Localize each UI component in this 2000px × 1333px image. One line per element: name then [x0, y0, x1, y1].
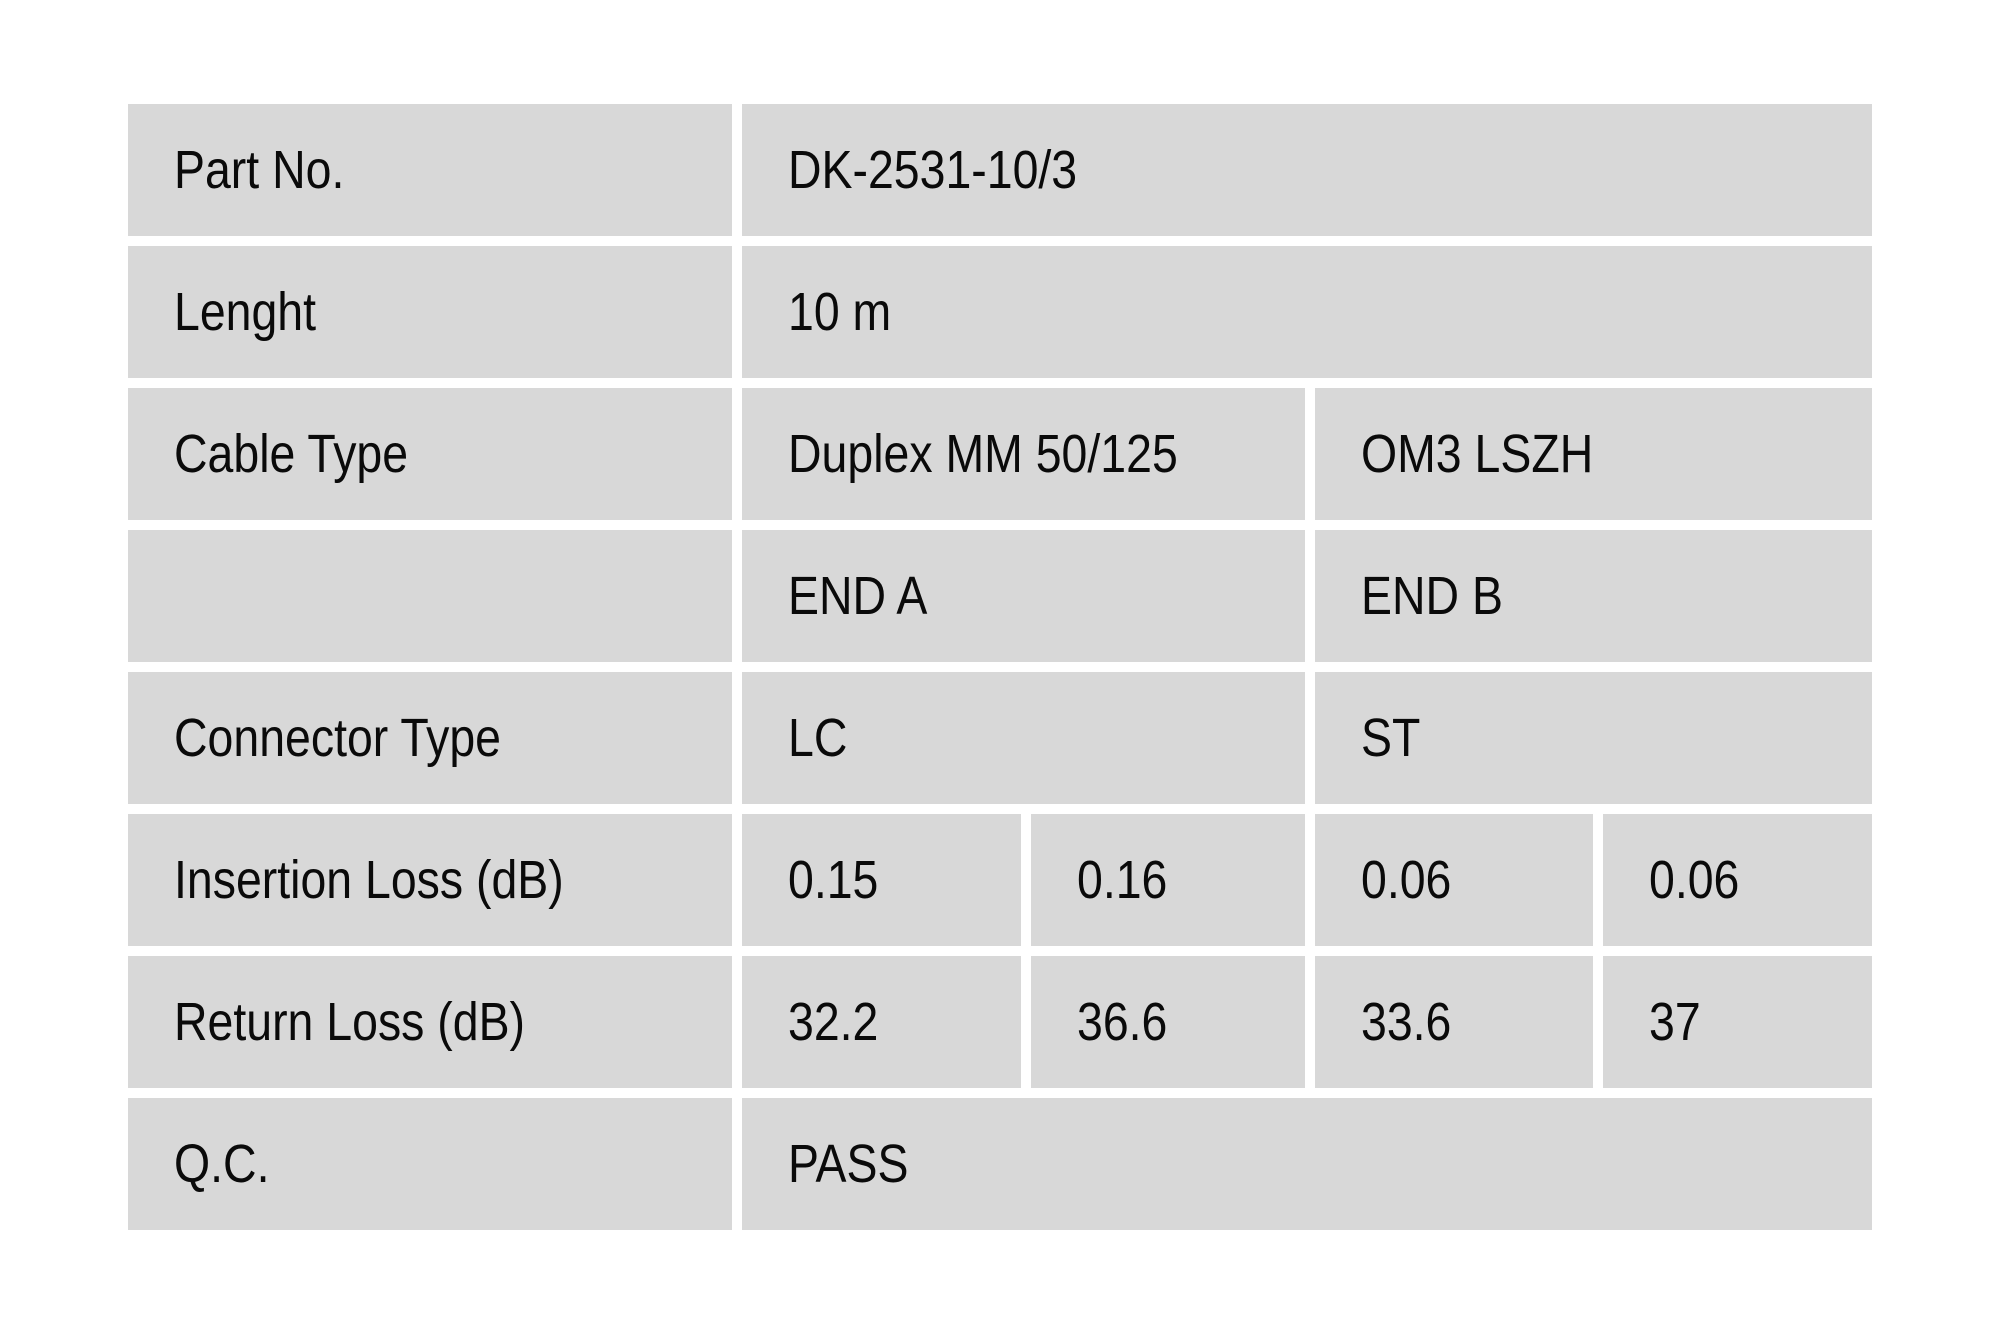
return-loss-end-b1-cell: 33.6: [1315, 956, 1593, 1088]
insertion-loss-end-b1-value: 0.06: [1361, 850, 1452, 910]
cable-type-end-a-cell: Duplex MM 50/125: [742, 388, 1305, 520]
length-value: 10 m: [788, 282, 892, 342]
part-no-value-cell: DK-2531-10/3: [742, 104, 1872, 236]
connector-type-end-b-cell: ST: [1315, 672, 1872, 804]
length-label-cell: Lenght: [128, 246, 732, 378]
part-no-label-cell: Part No.: [128, 104, 732, 236]
length-value-cell: 10 m: [742, 246, 1872, 378]
cable-spec-table: Part No. DK-2531-10/3 Lenght 10 m Cable …: [128, 104, 1872, 1230]
return-loss-label: Return Loss (dB): [174, 992, 526, 1052]
return-loss-end-b2-value: 37: [1649, 992, 1701, 1052]
connector-type-end-a-value: LC: [788, 708, 848, 768]
insertion-loss-end-a2-cell: 0.16: [1031, 814, 1305, 946]
cable-type-label-cell: Cable Type: [128, 388, 732, 520]
return-loss-end-a2-value: 36.6: [1077, 992, 1168, 1052]
length-label: Lenght: [174, 282, 317, 342]
connector-type-label: Connector Type: [174, 708, 502, 768]
insertion-loss-end-a1-value: 0.15: [788, 850, 879, 910]
cable-type-end-a-value: Duplex MM 50/125: [788, 424, 1178, 484]
return-loss-end-a1-cell: 32.2: [742, 956, 1021, 1088]
end-a-header-cell: END A: [742, 530, 1305, 662]
return-loss-end-b1-value: 33.6: [1361, 992, 1452, 1052]
return-loss-end-a1-value: 32.2: [788, 992, 879, 1052]
insertion-loss-end-b2-value: 0.06: [1649, 850, 1740, 910]
insertion-loss-end-a1-cell: 0.15: [742, 814, 1021, 946]
connector-type-end-a-cell: LC: [742, 672, 1305, 804]
qc-value-cell: PASS: [742, 1098, 1872, 1230]
cable-type-label: Cable Type: [174, 424, 409, 484]
insertion-loss-end-b2-cell: 0.06: [1603, 814, 1872, 946]
connector-type-label-cell: Connector Type: [128, 672, 732, 804]
insertion-loss-end-a2-value: 0.16: [1077, 850, 1168, 910]
insertion-loss-end-b1-cell: 0.06: [1315, 814, 1593, 946]
return-loss-end-b2-cell: 37: [1603, 956, 1872, 1088]
insertion-loss-label-cell: Insertion Loss (dB): [128, 814, 732, 946]
end-b-header-cell: END B: [1315, 530, 1872, 662]
part-no-label: Part No.: [174, 140, 345, 200]
qc-label-cell: Q.C.: [128, 1098, 732, 1230]
return-loss-label-cell: Return Loss (dB): [128, 956, 732, 1088]
part-no-value: DK-2531-10/3: [788, 140, 1078, 200]
connector-type-end-b-value: ST: [1361, 708, 1421, 768]
qc-label: Q.C.: [174, 1134, 270, 1194]
return-loss-end-a2-cell: 36.6: [1031, 956, 1305, 1088]
cable-type-end-b-value: OM3 LSZH: [1361, 424, 1594, 484]
insertion-loss-label: Insertion Loss (dB): [174, 850, 564, 910]
end-a-header: END A: [788, 566, 928, 626]
ends-header-empty-cell: [128, 530, 732, 662]
end-b-header: END B: [1361, 566, 1503, 626]
qc-value: PASS: [788, 1134, 909, 1194]
cable-type-end-b-cell: OM3 LSZH: [1315, 388, 1872, 520]
